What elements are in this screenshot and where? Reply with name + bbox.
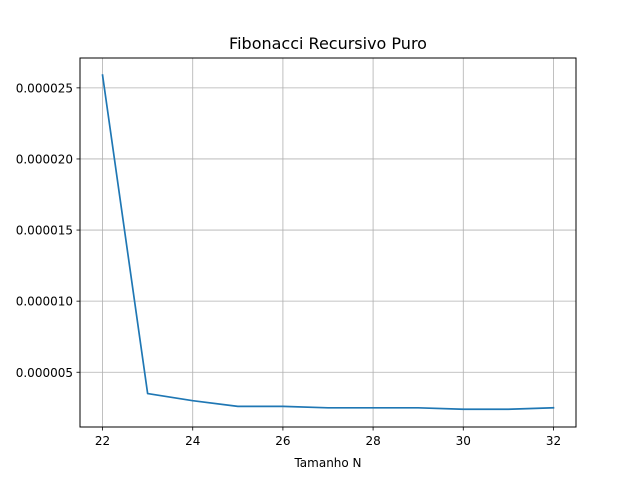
x-tick-label: 24 xyxy=(185,434,200,448)
x-axis-ticks: 22 24 26 28 30 32 xyxy=(95,427,561,448)
y-tick-label: 0.000025 xyxy=(16,81,73,95)
y-tick-label: 0.000010 xyxy=(16,295,73,309)
chart-title: Fibonacci Recursivo Puro xyxy=(229,34,427,53)
x-tick-label: 22 xyxy=(95,434,110,448)
x-axis-label: Tamanho N xyxy=(293,456,361,470)
series-line xyxy=(101,74,555,411)
series-layer xyxy=(101,74,555,411)
grid xyxy=(80,58,576,427)
y-axis-ticks: 0.000005 0.000010 0.000015 0.000020 0.000025 xyxy=(16,81,80,380)
x-tick-label: 30 xyxy=(456,434,471,448)
x-tick-label: 32 xyxy=(546,434,561,448)
x-tick-label: 26 xyxy=(275,434,290,448)
y-tick-label: 0.000020 xyxy=(16,152,73,166)
y-tick-label: 0.000015 xyxy=(16,224,73,238)
y-tick-label: 0.000005 xyxy=(16,366,73,380)
plot-frame xyxy=(79,57,577,428)
x-tick-label: 28 xyxy=(365,434,380,448)
